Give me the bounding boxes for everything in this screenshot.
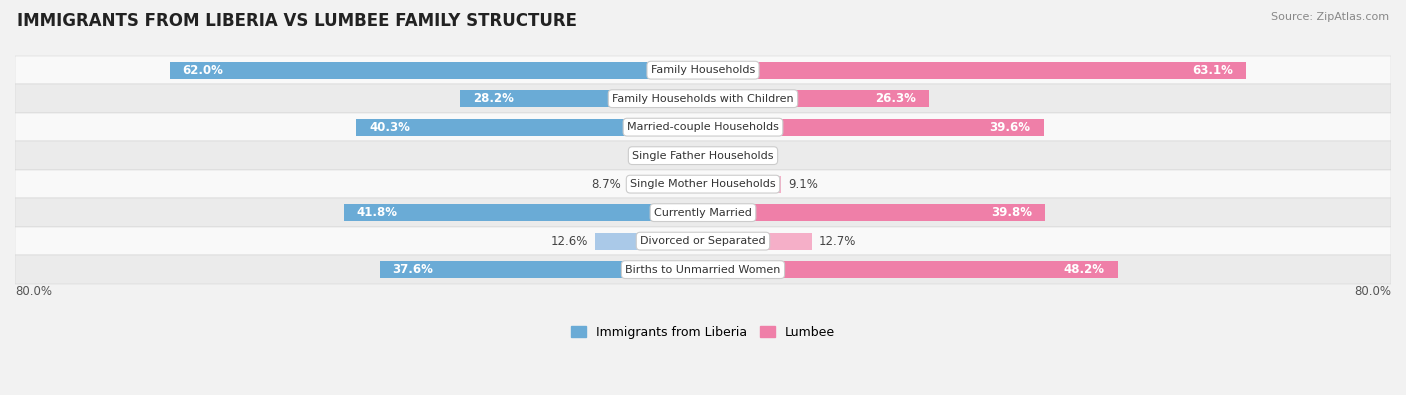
Text: 62.0%: 62.0% <box>183 64 224 77</box>
Bar <box>461 90 703 107</box>
Bar <box>343 204 703 221</box>
Bar <box>15 170 1391 198</box>
Bar <box>15 198 1391 227</box>
Bar <box>595 233 703 250</box>
Bar <box>15 227 1391 256</box>
Text: 26.3%: 26.3% <box>876 92 917 105</box>
Bar <box>703 204 1045 221</box>
Text: Family Households with Children: Family Households with Children <box>612 94 794 103</box>
Text: 80.0%: 80.0% <box>1354 285 1391 298</box>
Text: 9.1%: 9.1% <box>789 178 818 191</box>
Bar <box>628 176 703 193</box>
Text: 12.7%: 12.7% <box>820 235 856 248</box>
Text: Single Father Households: Single Father Households <box>633 150 773 161</box>
Text: 40.3%: 40.3% <box>370 120 411 134</box>
Text: Currently Married: Currently Married <box>654 208 752 218</box>
Text: Married-couple Households: Married-couple Households <box>627 122 779 132</box>
Bar <box>15 85 1391 113</box>
Bar <box>703 233 813 250</box>
Bar <box>170 62 703 79</box>
Text: 63.1%: 63.1% <box>1192 64 1233 77</box>
Bar <box>15 141 1391 170</box>
Bar <box>703 147 727 164</box>
Bar <box>356 118 703 136</box>
Bar <box>15 113 1391 141</box>
Text: 80.0%: 80.0% <box>15 285 52 298</box>
Text: Single Mother Households: Single Mother Households <box>630 179 776 189</box>
Text: 37.6%: 37.6% <box>392 263 433 276</box>
Text: 2.5%: 2.5% <box>645 149 675 162</box>
Legend: Immigrants from Liberia, Lumbee: Immigrants from Liberia, Lumbee <box>567 321 839 344</box>
Text: 28.2%: 28.2% <box>474 92 515 105</box>
Bar <box>703 176 782 193</box>
Text: Births to Unmarried Women: Births to Unmarried Women <box>626 265 780 275</box>
Bar <box>15 56 1391 85</box>
Bar <box>703 90 929 107</box>
Bar <box>380 261 703 278</box>
Text: Divorced or Separated: Divorced or Separated <box>640 236 766 246</box>
Text: 2.8%: 2.8% <box>734 149 763 162</box>
Text: 39.6%: 39.6% <box>990 120 1031 134</box>
Text: Family Households: Family Households <box>651 65 755 75</box>
Text: 8.7%: 8.7% <box>592 178 621 191</box>
Bar <box>703 261 1118 278</box>
Bar <box>703 62 1246 79</box>
Text: 12.6%: 12.6% <box>550 235 588 248</box>
Bar <box>703 118 1043 136</box>
Text: 41.8%: 41.8% <box>356 206 398 219</box>
Bar <box>15 256 1391 284</box>
Text: IMMIGRANTS FROM LIBERIA VS LUMBEE FAMILY STRUCTURE: IMMIGRANTS FROM LIBERIA VS LUMBEE FAMILY… <box>17 12 576 30</box>
Text: 48.2%: 48.2% <box>1063 263 1105 276</box>
Text: Source: ZipAtlas.com: Source: ZipAtlas.com <box>1271 12 1389 22</box>
Bar <box>682 147 703 164</box>
Text: 39.8%: 39.8% <box>991 206 1032 219</box>
